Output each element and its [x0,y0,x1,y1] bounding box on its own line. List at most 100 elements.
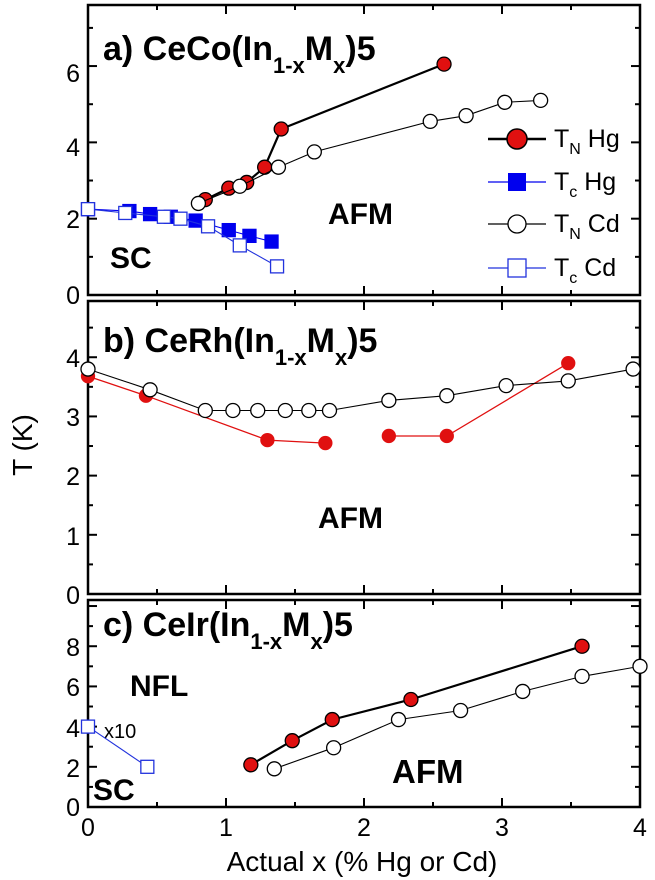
y-axis-label: T (K) [7,414,38,476]
panel-c-ytick-0: 0 [66,794,80,822]
panel-a-ytick-4: 4 [66,134,80,162]
xtick-4: 4 [633,814,647,842]
panel-a-point-tc-cd [269,259,285,274]
panel-b-point-tn-cd [277,402,293,419]
panel-b-point-tn-cd [560,373,576,389]
panel-a-title-sub: 1-x [273,53,306,78]
panel-c-x10-label: x10 [104,721,136,743]
panel-a-point-tn-hg [436,56,452,72]
panel-c-point-tn-hg [243,757,259,773]
panel-a-point-tn-cd [270,159,287,175]
panel-c-point-tc-cd [140,759,155,774]
panel-c-title-suffix: )5 [323,606,353,644]
panel-c-ytick-6: 6 [66,674,80,702]
panel-b-point-tn-cd [439,388,455,404]
panel-b-point-tn-cd [301,402,317,419]
panel-a-series [80,56,549,274]
panel-a-point-tc-hg [142,206,158,222]
panel-a-point-tc-cd [118,205,133,221]
panel-a-point-tc-hg [188,213,203,228]
panel-a-ytick-2: 2 [66,206,80,234]
panel-a-afm-label: AFM [328,198,393,231]
panel-a-title-mid: M [305,30,333,68]
panel-b-ytick-3: 3 [66,404,80,432]
panel-b-point-tn-cd [381,392,397,409]
panel-a-title-sub2: x [333,53,346,78]
panel-a-point-tn-hg [273,121,289,137]
panel-a-sc-label: SC [110,242,152,275]
panel-a-point-tc-cd [232,238,247,253]
panel-a-point-tn-cd [422,113,438,130]
panel-b-point-tn-hg [561,356,576,371]
panel-a-ytick-0: 0 [66,282,80,310]
panel-c-point-tn-cd [515,683,531,700]
panel-b-title-mid: M [307,322,335,360]
panel-c-title-mid: M [282,606,310,644]
panel-b-ytick-0: 0 [66,582,80,610]
panel-c-title: c) CeIr(In1-xMx)5 [103,606,353,654]
legend: TN Hg Tc Hg TN Cd Tc Cd [488,125,620,287]
panel-c-line-tn-hg [250,645,583,766]
panel-c-ytick-8: 8 [66,634,80,662]
panel-b-series [80,356,641,451]
panel-c-sc-label: SC [93,774,135,807]
panel-c-point-tn-cd [632,658,648,674]
legend-marker-tc-hg [508,173,526,191]
panel-c-point-tn-hg [284,733,300,749]
panel-b-ytick-4: 4 [66,345,80,373]
panel-a-point-tc-cd [200,219,216,234]
panel-b-point-tn-cd [197,402,213,419]
legend-label-tn-cd: TN Cd [554,210,620,243]
panel-a-point-tc-hg [221,222,236,238]
panel-c-series [80,638,648,777]
panel-a-point-tn-cd [190,195,207,212]
panel-c: 0 2 4 6 8 c) CeIr(In1-xMx)5 NFL x10 SC A… [66,598,648,842]
xtick-2: 2 [357,814,371,842]
panel-b-point-tn-cd [142,382,158,398]
panel-b-ytick-1: 1 [66,523,80,551]
legend-label-tc-cd: Tc Cd [554,254,616,287]
xtick-3: 3 [495,814,509,842]
legend-label-tc-hg: Tc Hg [554,168,616,201]
panel-c-point-tn-cd [452,702,469,719]
panel-b-title: b) CeRh(In1-xMx)5 [103,322,377,370]
panel-c-point-tn-hg [574,638,590,654]
panel-b-point-tn-cd [321,402,338,419]
panel-b-ticks [87,301,641,595]
panel-b-title-suffix: )5 [347,322,377,360]
panel-c-point-tn-hg [324,711,340,728]
panel-c-point-tn-cd [574,668,590,685]
legend-marker-tn-hg [506,128,528,150]
panel-b-point-tn-hg [260,432,275,448]
panel-b-afm-label: AFM [318,502,383,535]
panel-a-title-suffix: )5 [345,30,375,68]
panel-b-title-prefix: b) CeRh(In [103,322,275,360]
panel-a-point-tn-cd [497,94,513,110]
panel-c-title-prefix: c) CeIr(In [103,606,250,644]
legend-marker-tn-cd [507,214,527,234]
panel-b-point-tn-hg [439,428,454,444]
panel-a-ytick-6: 6 [66,60,80,88]
panel-b: 0 1 2 3 4 b) CeRh(In1-xMx)5 AFM [66,299,642,610]
panel-b-title-sub: 1-x [275,345,308,370]
xtick-1: 1 [219,814,233,842]
panel-c-point-tn-hg [403,691,419,708]
panel-b-line-tn-hg [388,362,569,437]
panel-a-title: a) CeCo(In1-xMx)5 [103,30,376,78]
panel-b-title-sub2: x [335,345,348,370]
panel-a-ticks [87,5,641,296]
panel-b-point-tn-cd [225,402,241,419]
panel-c-line-tc-cd [87,726,148,768]
legend-marker-tc-cd [507,258,527,278]
panel-b-ytick-2: 2 [66,463,80,491]
panel-c-point-tc-cd [80,719,96,734]
panel-b-point-tn-cd [80,361,96,377]
panel-c-ytick-2: 2 [66,755,80,783]
x-axis-label: Actual x (% Hg or Cd) [227,846,498,877]
panel-a: 0 2 4 6 a) CeCo(In1-xMx)5 AFM SC TN Hg T… [66,3,642,310]
panel-a-point-tn-cd [306,144,322,160]
panel-c-afm-label: AFM [392,753,463,790]
panel-a-point-tn-cd [232,178,248,194]
xtick-0: 0 [81,814,95,842]
